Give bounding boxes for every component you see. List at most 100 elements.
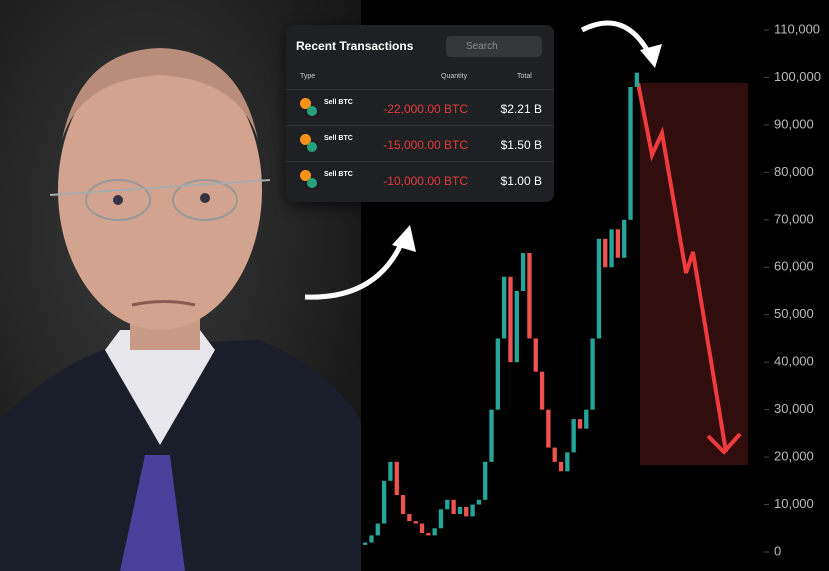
- candle: [489, 409, 494, 462]
- mouth: [131, 300, 196, 307]
- usd-icon: [307, 178, 317, 188]
- candle: [514, 291, 519, 363]
- candle: [552, 447, 557, 462]
- y-tick-label: 10,000: [774, 496, 814, 511]
- candle: [520, 253, 526, 291]
- glasses-frame: [49, 179, 271, 196]
- candle: [558, 461, 564, 472]
- candle: [533, 338, 538, 372]
- eye: [113, 195, 123, 205]
- y-tick-label: 50,000: [774, 306, 814, 321]
- candle: [590, 338, 595, 410]
- candle-chart: 0 10,000 20,000 30,000 40,000 50,000 60,000 70,…: [363, 21, 821, 558]
- glasses-right: [172, 179, 238, 221]
- trend-arrow: [636, 82, 728, 453]
- y-tick-label: 0: [774, 543, 781, 558]
- eye: [200, 193, 210, 203]
- candle: [451, 499, 456, 515]
- transactions-card: Recent Transactions Search Type Quantity…: [286, 25, 554, 202]
- btc-icon: [300, 134, 311, 145]
- candle: [438, 509, 444, 529]
- candle: [609, 229, 614, 268]
- head: [58, 50, 262, 330]
- y-tick-label: 70,000: [774, 211, 814, 226]
- candle: [432, 528, 437, 536]
- curved-arrow: [304, 234, 408, 300]
- usd-icon: [307, 106, 317, 116]
- candle: [375, 523, 380, 536]
- candle: [596, 238, 602, 339]
- y-tick-label: 110,000: [774, 21, 820, 36]
- candle: [495, 338, 500, 410]
- suit: [0, 340, 361, 571]
- tx-total: $1.00 B: [500, 174, 542, 188]
- search-box[interactable]: Search: [446, 36, 542, 57]
- candle: [369, 535, 374, 543]
- tx-quantity: -15,000.00 BTC: [383, 138, 468, 152]
- candle: [464, 506, 469, 517]
- tx-total: $1.50 B: [500, 138, 542, 152]
- transaction-row: Sell BTC -10,000.00 BTC $1.00 B: [286, 161, 554, 198]
- candle: [539, 371, 545, 410]
- shirt: [105, 330, 215, 445]
- tx-type: Sell BTC: [324, 99, 353, 106]
- candle: [381, 480, 387, 524]
- tx-quantity: -22,000.00 BTC: [383, 102, 468, 116]
- candle: [628, 86, 633, 220]
- candle: [571, 419, 576, 453]
- candle: [546, 409, 551, 448]
- y-tick-label: 60,000: [774, 259, 814, 274]
- candle: [634, 72, 639, 87]
- candle: [615, 229, 621, 258]
- curved-arrow: [580, 20, 653, 57]
- tx-quantity: -10,000.00 BTC: [383, 174, 468, 188]
- candle: [400, 495, 406, 515]
- candle: [457, 506, 463, 515]
- hair: [62, 48, 258, 140]
- y-tick-label: 30,000: [774, 401, 814, 416]
- candle: [622, 219, 627, 258]
- column-header: Quantity: [441, 73, 468, 80]
- btc-icon: [300, 170, 311, 181]
- candle: [413, 521, 418, 524]
- arrow-head: [706, 432, 742, 455]
- candle: [502, 276, 507, 339]
- y-tick-label: 20,000: [774, 449, 814, 464]
- candle: [363, 542, 368, 545]
- card-title: Recent Transactions: [296, 39, 414, 53]
- drop-zone: [640, 83, 748, 465]
- candle: [388, 461, 393, 481]
- column-header: Type: [300, 73, 316, 80]
- tx-type: Sell BTC: [324, 135, 353, 142]
- transaction-row: Sell BTC -22,000.00 BTC $2.21 B: [286, 89, 554, 126]
- usd-icon: [307, 142, 317, 152]
- arrow-head: [392, 225, 416, 252]
- candle: [426, 533, 431, 536]
- btc-icon: [300, 98, 311, 109]
- candle: [445, 499, 450, 510]
- y-tick-label: 40,000: [774, 354, 814, 369]
- candle: [407, 514, 412, 522]
- candle: [483, 461, 488, 500]
- tie: [120, 455, 185, 571]
- arrow-head: [640, 44, 662, 68]
- candle: [508, 276, 513, 363]
- candle: [584, 409, 589, 429]
- tx-total: $2.21 B: [500, 102, 542, 116]
- y-tick-label: 100,000: [774, 69, 821, 84]
- candle: [476, 499, 482, 505]
- candle: [603, 238, 608, 268]
- column-header: Total: [517, 73, 532, 80]
- glasses-left: [85, 179, 151, 221]
- candle: [527, 253, 532, 339]
- tx-type: Sell BTC: [324, 171, 353, 178]
- y-tick-label: 90,000: [774, 116, 814, 131]
- candle: [419, 523, 425, 534]
- candle: [470, 504, 475, 517]
- candle: [394, 461, 399, 496]
- candle: [565, 452, 570, 472]
- candle: [577, 419, 583, 429]
- y-tick-label: 80,000: [774, 164, 814, 179]
